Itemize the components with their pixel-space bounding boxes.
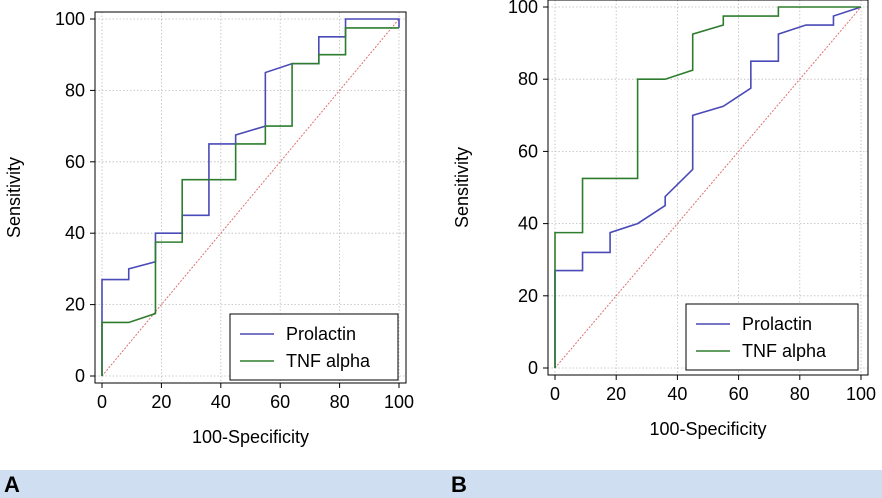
chart-a-reference-diagonal <box>101 18 400 377</box>
chart-b-series-prolactin-line <box>554 6 862 368</box>
chart-a-y-tick-label: 40 <box>65 223 85 243</box>
chart-a-x-tick-label: 0 <box>97 392 107 412</box>
chart-b-x-tick-label: 80 <box>790 384 810 404</box>
chart-b-legend-label-tnf-alpha: TNF alpha <box>742 341 827 361</box>
panel-label-a: A <box>4 472 20 497</box>
chart-a-x-tick-label: 40 <box>211 392 231 412</box>
chart-a-x-tick-label: 60 <box>270 392 290 412</box>
chart-b-x-tick-label: 60 <box>729 384 749 404</box>
chart-a-y-tick-label: 60 <box>65 152 85 172</box>
chart-b-plot-frame <box>547 0 869 376</box>
chart-a-legend-label-tnf-alpha: TNF alpha <box>286 351 371 371</box>
chart-b-legend-box <box>685 303 859 371</box>
chart-a-y-axis-label: Sensitivity <box>4 157 24 238</box>
chart-a-x-tick-label: 80 <box>330 392 350 412</box>
chart-a-legend-box <box>229 313 399 381</box>
chart-a-legend-label-prolactin: Prolactin <box>286 324 356 344</box>
chart-b-y-axis-label: Sensitivity <box>452 147 472 228</box>
chart-b-x-tick-label: 40 <box>667 384 687 404</box>
chart-b-series-tnf-alpha-line <box>554 6 861 368</box>
panel-label-b: B <box>451 472 467 497</box>
chart-b-x-tick-label: 0 <box>550 384 560 404</box>
chart-a-x-tick-label: 20 <box>151 392 171 412</box>
chart-a-y-tick-label: 80 <box>65 80 85 100</box>
chart-b-reference-diagonal <box>554 6 862 369</box>
chart-a-x-tick-label: 100 <box>384 392 414 412</box>
chart-b-y-tick-label: 80 <box>518 69 538 89</box>
chart-b-y-tick-label: 0 <box>528 358 538 378</box>
roc-charts: 0 20 40 60 80 100 0 20 40 60 80 100 100-Specificity S… <box>4 0 876 447</box>
chart-b-y-tick-label: 40 <box>518 214 538 234</box>
panel-label-bar-b: B <box>441 470 882 498</box>
panel-label-bar-a: A <box>0 470 441 498</box>
chart-a-y-tick-label: 20 <box>65 295 85 315</box>
chart-b-x-tick-label: 20 <box>606 384 626 404</box>
chart-a-plot-frame <box>94 11 407 384</box>
chart-b-x-tick-label: 100 <box>846 384 876 404</box>
chart-a-y-tick-label: 100 <box>55 9 85 29</box>
chart-a-x-axis-label: 100-Specificity <box>192 427 309 447</box>
chart-a-series-tnf-alpha-line <box>101 27 399 376</box>
chart-a-y-tick-label: 0 <box>75 366 85 386</box>
chart-b-y-tick-label: 60 <box>518 141 538 161</box>
chart-b-legend-label-prolactin: Prolactin <box>742 314 812 334</box>
roc-figure: 0 20 40 60 80 100 0 20 40 60 80 100 100-Specificity S… <box>4 0 876 447</box>
chart-b-y-tick-label: 100 <box>508 0 538 17</box>
chart-b-x-axis-label: 100-Specificity <box>649 419 766 439</box>
chart-b-y-tick-label: 20 <box>518 286 538 306</box>
